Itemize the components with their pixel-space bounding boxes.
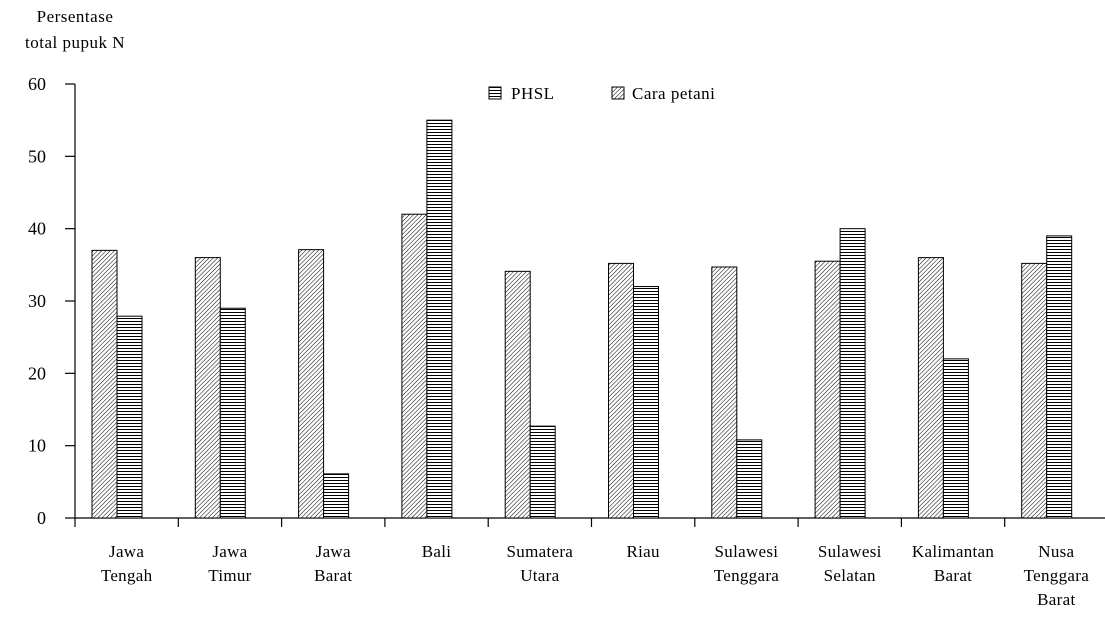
y-tick-label-50: 50 — [28, 146, 46, 166]
bar-cara-petani-jawa-timur — [194, 257, 221, 519]
x-tick-label-nusa-tenggara-barat-1: Tenggara — [1024, 566, 1090, 585]
legend-swatch-phsl — [488, 86, 502, 100]
bar-phsl-sumatera-utara — [529, 425, 556, 519]
x-tick-label-kalimantan-barat-0: Kalimantan — [912, 542, 995, 561]
x-tick-label-jawa-barat-1: Barat — [314, 566, 352, 585]
bar-phsl-sulawesi-selatan — [839, 228, 866, 519]
x-tick-label-jawa-timur-1: Timur — [208, 566, 251, 585]
x-tick-label-sumatera-utara-0: Sumatera — [507, 542, 574, 561]
bar-cara-petani-sumatera-utara — [504, 270, 531, 519]
x-tick-label-sulawesi-tenggara-0: Sulawesi — [715, 542, 779, 561]
x-tick-label-sulawesi-tenggara-1: Tenggara — [714, 566, 780, 585]
x-tick-label-nusa-tenggara-barat-0: Nusa — [1038, 542, 1074, 561]
bar-cara-petani-sulawesi-tenggara — [711, 266, 738, 519]
x-tick-label-bali-0: Bali — [422, 542, 452, 561]
bar-phsl-sulawesi-tenggara — [736, 439, 763, 519]
bar-phsl-kalimantan-barat — [942, 358, 969, 519]
bar-cara-petani-jawa-tengah — [91, 249, 118, 519]
bar-phsl-bali — [426, 119, 453, 519]
bar-cara-petani-bali — [401, 213, 428, 519]
y-axis-title: Persentase total pupuk N — [0, 4, 150, 56]
bar-phsl-jawa-tengah — [116, 315, 143, 519]
x-tick-label-kalimantan-barat-1: Barat — [934, 566, 972, 585]
x-tick-label-jawa-tengah-0: Jawa — [109, 542, 144, 561]
y-tick-label-60: 60 — [28, 74, 46, 94]
legend: PHSL Cara petani — [488, 84, 715, 103]
bar-cara-petani-sulawesi-selatan — [814, 260, 841, 519]
x-tick-label-sulawesi-selatan-1: Selatan — [824, 566, 876, 585]
bar-cara-petani-nusa-tenggara-barat — [1021, 262, 1048, 519]
y-axis-title-line-2: total pupuk N — [25, 33, 125, 52]
x-tick-label-sumatera-utara-1: Utara — [520, 566, 559, 585]
x-tick-label-sulawesi-selatan-0: Sulawesi — [818, 542, 882, 561]
bar-cara-petani-riau — [608, 262, 634, 519]
bar-phsl-jawa-timur — [219, 307, 246, 519]
x-tick-label-riau-0: Riau — [626, 542, 660, 561]
bar-phsl-nusa-tenggara-barat — [1046, 235, 1073, 519]
y-tick-label-20: 20 — [28, 363, 46, 383]
y-axis-title-line-1: Persentase — [36, 7, 114, 26]
y-tick-label-10: 10 — [28, 436, 46, 456]
bar-cara-petani-jawa-barat — [298, 249, 325, 519]
y-tick-label-30: 30 — [28, 291, 46, 311]
legend-swatch-cara-petani — [611, 86, 625, 100]
x-tick-label-jawa-tengah-1: Tengah — [101, 566, 153, 585]
y-tick-label-0: 0 — [37, 508, 46, 528]
legend-label-cara-petani: Cara petani — [632, 84, 715, 103]
bar-phsl-jawa-barat — [323, 473, 350, 519]
legend-label-phsl: PHSL — [511, 84, 555, 103]
x-tick-label-jawa-timur-0: Jawa — [212, 542, 247, 561]
tick-labels: 0 10 20 30 40 50 60 Jawa Tengah Jawa Timur Jawa Bara… — [28, 74, 1089, 609]
x-tick-label-jawa-barat-0: Jawa — [316, 542, 351, 561]
bars — [91, 119, 1073, 519]
bar-cara-petani-kalimantan-barat — [917, 257, 944, 519]
y-tick-label-40: 40 — [28, 219, 46, 239]
x-tick-label-nusa-tenggara-barat-2: Barat — [1037, 590, 1075, 609]
bar-phsl-riau — [633, 286, 659, 519]
